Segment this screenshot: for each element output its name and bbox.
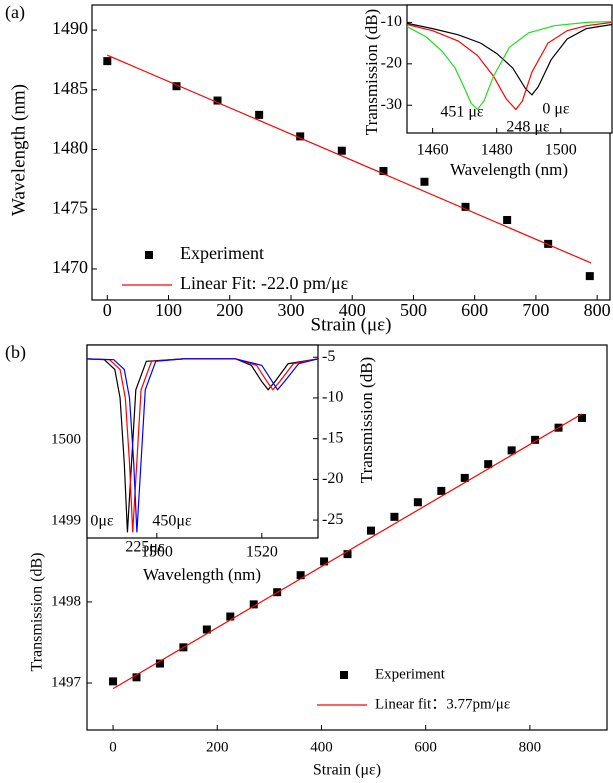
data-point bbox=[585, 272, 594, 281]
plot-frame bbox=[86, 344, 319, 539]
x-axis-label: Wavelength (nm) bbox=[450, 160, 568, 179]
annotation: 248 με bbox=[506, 119, 550, 136]
x-tick-label: 200 bbox=[216, 300, 243, 320]
legend-marker bbox=[340, 671, 348, 679]
annotation: 225με bbox=[125, 539, 165, 556]
x-axis-label: Strain (με) bbox=[313, 762, 381, 779]
data-point bbox=[577, 413, 586, 422]
legend-label: Linear Fit: -22.0 pm/με bbox=[180, 273, 349, 293]
y-tick-label: 1470 bbox=[52, 257, 88, 277]
panel-label: (a) bbox=[5, 2, 25, 23]
data-line bbox=[407, 20, 612, 111]
y-tick-label: -15 bbox=[322, 429, 343, 446]
data-point bbox=[343, 550, 352, 559]
x-tick-label: 400 bbox=[339, 300, 366, 320]
y-tick-label: 1500 bbox=[51, 431, 81, 447]
data-line bbox=[107, 54, 592, 264]
x-tick-label: 1460 bbox=[417, 142, 449, 159]
data-point bbox=[484, 460, 493, 469]
annotation: 0με bbox=[90, 513, 114, 530]
data-point bbox=[437, 486, 446, 495]
x-tick-label: 600 bbox=[414, 739, 437, 755]
data-point bbox=[255, 110, 264, 119]
y-tick-label: 1480 bbox=[52, 138, 88, 158]
x-tick-label: 800 bbox=[519, 739, 542, 755]
x-tick-label: 1500 bbox=[545, 142, 577, 159]
x-tick-label: 700 bbox=[522, 300, 549, 320]
data-point bbox=[460, 473, 469, 482]
legend-label: Experiment bbox=[180, 243, 264, 263]
data-point bbox=[507, 446, 516, 455]
y-axis-label: Transmission (dB) bbox=[362, 9, 381, 135]
x-tick-label: 0 bbox=[103, 300, 112, 320]
data-point bbox=[461, 202, 470, 211]
data-point bbox=[366, 526, 375, 535]
y-tick-label: 1490 bbox=[52, 18, 88, 38]
data-point bbox=[337, 146, 346, 155]
y-tick-label: 1485 bbox=[52, 78, 88, 98]
data-point bbox=[503, 215, 512, 224]
data-point bbox=[390, 512, 399, 521]
data-point bbox=[132, 673, 141, 682]
data-point bbox=[296, 132, 305, 141]
x-tick-label: 200 bbox=[206, 739, 229, 755]
data-point bbox=[379, 167, 388, 176]
data-point bbox=[109, 677, 118, 686]
y-axis-label: Wavelength (nm) bbox=[8, 84, 29, 216]
y-tick-label: -20 bbox=[322, 470, 343, 487]
y-tick-label: 1499 bbox=[51, 512, 81, 528]
data-point bbox=[413, 498, 422, 507]
x-tick-label: 100 bbox=[155, 300, 182, 320]
data-point bbox=[531, 435, 540, 444]
y-tick-label: -10 bbox=[322, 389, 343, 406]
data-line bbox=[112, 413, 583, 690]
y-tick-label: 1497 bbox=[51, 674, 82, 690]
y-axis-label: Transmission (dB) bbox=[357, 357, 376, 483]
data-line bbox=[87, 358, 318, 533]
data-point bbox=[544, 239, 553, 248]
data-point bbox=[172, 82, 181, 91]
y-tick-label: 1498 bbox=[51, 593, 81, 609]
data-line bbox=[407, 22, 612, 96]
annotation: 0 με bbox=[542, 101, 570, 118]
x-tick-label: 300 bbox=[277, 300, 304, 320]
data-point bbox=[420, 177, 429, 186]
x-tick-label: 400 bbox=[310, 739, 333, 755]
data-point bbox=[249, 600, 258, 609]
x-tick-label: 1500 bbox=[141, 544, 173, 561]
data-point bbox=[226, 612, 235, 621]
legend-marker bbox=[145, 251, 153, 259]
y-tick-label: -10 bbox=[381, 13, 402, 30]
data-point bbox=[202, 625, 211, 634]
legend-label: Linear fit：3.77pm/με bbox=[375, 696, 510, 712]
data-point bbox=[155, 659, 164, 668]
y-tick-label: -25 bbox=[322, 511, 343, 528]
x-tick-label: 1480 bbox=[481, 142, 513, 159]
data-point bbox=[103, 57, 112, 66]
x-tick-label: 1520 bbox=[246, 544, 278, 561]
x-axis-label: Strain (με) bbox=[311, 314, 392, 335]
panel-label: (b) bbox=[5, 342, 26, 363]
y-axis-label: Transmission (dB) bbox=[29, 553, 46, 672]
x-tick-label: 600 bbox=[461, 300, 488, 320]
x-tick-label: 800 bbox=[584, 300, 611, 320]
data-point bbox=[320, 557, 329, 566]
annotation: 450με bbox=[152, 513, 192, 530]
legend-label: Experiment bbox=[375, 666, 446, 682]
y-tick-label: 1475 bbox=[52, 197, 88, 217]
y-tick-label: -20 bbox=[381, 54, 402, 71]
data-line bbox=[407, 21, 612, 111]
x-tick-label: 500 bbox=[400, 300, 427, 320]
plot-frame bbox=[406, 4, 613, 134]
data-point bbox=[296, 571, 305, 580]
x-axis-label: Wavelength (nm) bbox=[143, 565, 261, 584]
data-point bbox=[213, 96, 222, 105]
y-tick-label: -30 bbox=[381, 96, 402, 113]
y-tick-label: -5 bbox=[322, 348, 335, 365]
x-tick-label: 0 bbox=[109, 739, 117, 755]
annotation: 451 με bbox=[440, 104, 484, 121]
